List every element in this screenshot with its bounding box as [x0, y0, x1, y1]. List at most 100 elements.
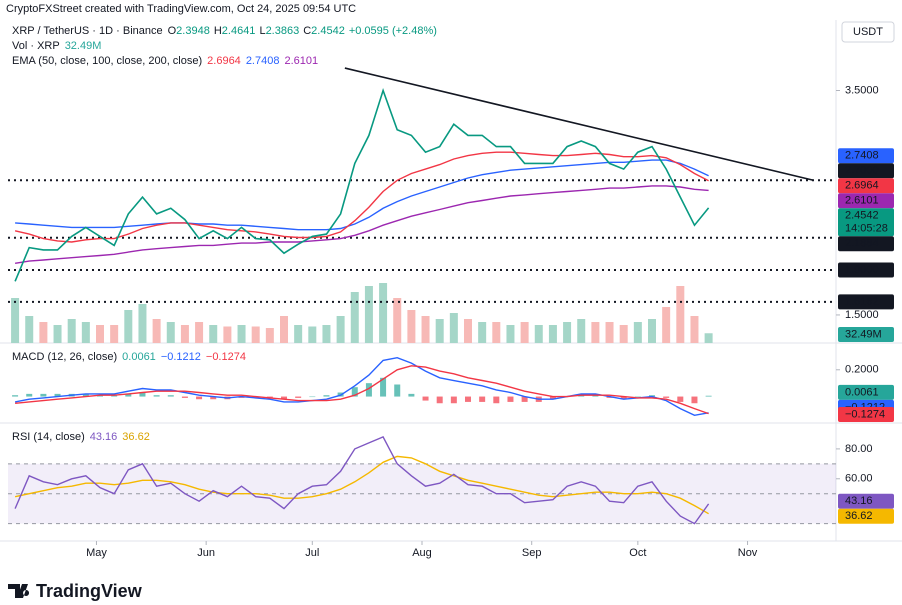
- volume-bar: [407, 310, 416, 343]
- volume-label: 32.49M: [845, 328, 882, 340]
- series-line: [14, 436, 710, 525]
- change: +0.0595 (+2.48%): [349, 25, 437, 37]
- histogram-bar: [365, 383, 372, 397]
- plot: May Jun Jul Aug Sep Oct Nov 3.5000 1.5000 2.7408 2…: [0, 20, 902, 559]
- rsi-legend: RSI (14, close) 43.16 36.62: [12, 431, 150, 443]
- price-label-box: [838, 208, 894, 237]
- price-label-box: [838, 148, 894, 164]
- volume-bar: [39, 322, 48, 343]
- price-label-box: [838, 384, 894, 400]
- histogram-bar: [125, 393, 132, 397]
- volume-bar: [195, 322, 204, 343]
- volume-bar: [648, 319, 656, 343]
- histogram-bar: [634, 396, 641, 398]
- volume-bar: [676, 286, 685, 343]
- price-label: 43.16: [845, 495, 873, 507]
- volume-bar: [350, 292, 359, 343]
- histogram-bar: [210, 396, 217, 400]
- histogram-bar: [380, 377, 387, 397]
- price-label-box: [838, 236, 894, 252]
- ema-legend: EMA (50, close, 100, close, 200, close) 2…: [12, 55, 318, 67]
- volume-bar: [520, 322, 529, 343]
- price-label-box: [838, 193, 894, 209]
- volume-bar: [138, 304, 147, 343]
- x-tick-label: Aug: [412, 547, 432, 559]
- histogram-bar: [26, 393, 33, 397]
- volume-bar: [492, 322, 501, 343]
- logo-icon: [8, 584, 30, 598]
- histogram-bar: [521, 396, 528, 402]
- ohlc-value: 2.3948: [176, 25, 210, 37]
- volume-bar: [563, 322, 572, 343]
- volume-bar: [435, 319, 444, 343]
- ohlc-key: C: [303, 25, 311, 37]
- rsi-value: 36.62: [122, 431, 150, 443]
- histogram-bar: [323, 395, 330, 397]
- volume-bar: [364, 286, 373, 343]
- y-tick-label: 60.00: [845, 473, 873, 485]
- price-label: 1.9000: [845, 264, 879, 276]
- volume-legend: Vol · XRP 32.49M: [12, 40, 101, 52]
- volume-bar: [53, 325, 62, 343]
- x-tick-label: Sep: [522, 547, 542, 559]
- histogram-bar: [408, 393, 415, 397]
- volume-bar: [280, 316, 288, 343]
- volume-bar: [478, 322, 487, 343]
- macd-title: MACD (12, 26, close): [12, 351, 117, 363]
- symbol-line: XRP / TetherUS · 1D · Binance O2.3948 H2.4…: [12, 25, 437, 37]
- volume-bar: [124, 310, 133, 343]
- price-label-box: [838, 163, 894, 179]
- volume-bar: [393, 298, 402, 343]
- volume-bar: [25, 316, 34, 343]
- macd-value: −0.1212: [161, 351, 201, 363]
- price-label-box: [838, 508, 894, 524]
- price-label: 0.0061: [845, 386, 879, 398]
- price-label: 2.1884: [845, 238, 879, 250]
- volume-bar: [662, 307, 671, 343]
- histogram-bar: [436, 396, 443, 404]
- histogram-bar: [12, 395, 19, 397]
- volume-bar: [322, 325, 331, 343]
- volume-bar: [605, 322, 614, 343]
- histogram-bar: [281, 396, 287, 400]
- ema-value: 2.6964: [207, 55, 241, 67]
- price-label-box: [838, 178, 894, 194]
- currency: USDT: [853, 26, 883, 38]
- volume-bar: [265, 328, 274, 343]
- ema-title: EMA (50, close, 100, close, 200, close): [12, 55, 202, 67]
- histogram-bar: [196, 396, 203, 400]
- histogram-bar: [479, 396, 486, 402]
- volume-bar: [11, 298, 20, 343]
- histogram-bar: [677, 396, 684, 402]
- symbol: XRP / TetherUS · 1D · Binance: [12, 25, 163, 37]
- histogram-bar: [394, 384, 401, 397]
- volume-bar: [619, 325, 628, 343]
- macd-value: 0.0061: [122, 351, 156, 363]
- histogram-bar: [705, 395, 712, 397]
- histogram-bar: [549, 396, 556, 400]
- histogram-bar: [422, 396, 429, 401]
- price-label: 2.7408: [845, 150, 879, 162]
- price-label-box: [838, 407, 894, 422]
- trendline: [344, 67, 814, 182]
- histogram-bar: [181, 396, 188, 398]
- volume-bar: [308, 326, 317, 343]
- series-line: [14, 356, 709, 417]
- credit: CryptoFXStreet created with TradingView.…: [6, 3, 356, 15]
- histogram-bar: [40, 393, 47, 397]
- volume-bar: [464, 319, 472, 343]
- histogram-bar: [493, 396, 500, 404]
- volume-label-box: [838, 327, 894, 342]
- volume-bar: [506, 325, 515, 343]
- volume-bar: [704, 333, 713, 343]
- histogram-bar: [649, 395, 655, 397]
- series-line: [14, 185, 709, 264]
- volume-value: 32.49M: [65, 40, 102, 52]
- ema-value: 2.6101: [284, 55, 318, 67]
- currency-box: [841, 21, 895, 43]
- volume-bar: [633, 322, 642, 343]
- price-label-box: [838, 493, 894, 509]
- price-label: 36.62: [845, 510, 873, 522]
